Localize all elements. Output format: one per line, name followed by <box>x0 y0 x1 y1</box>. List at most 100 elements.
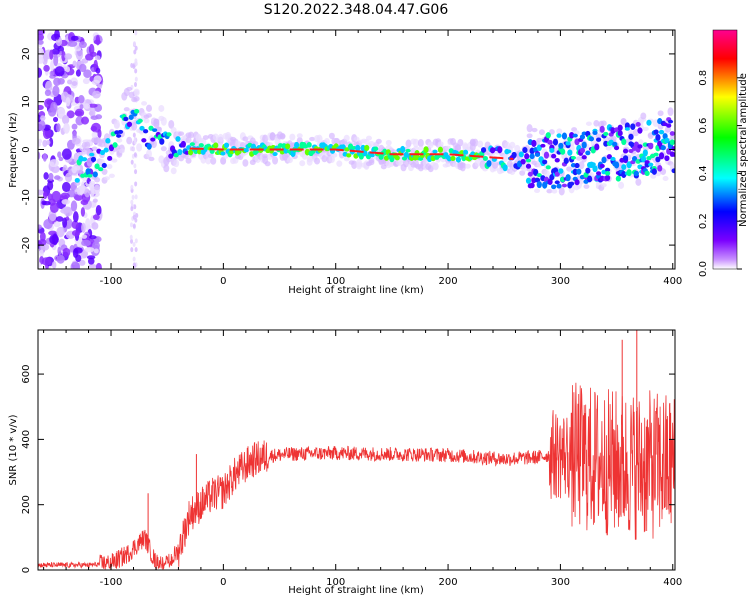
spectrogram-halo-blob <box>343 134 350 142</box>
spectrogram-ridge-cell <box>177 148 183 156</box>
spectrogram-halo-blob <box>576 156 583 161</box>
spectrogram-ridge-cell <box>671 146 675 151</box>
spectrogram-ridge-cell <box>542 159 548 165</box>
spectrogram-halo-blob <box>534 188 541 194</box>
spectrogram-halo-blob <box>585 121 592 126</box>
spectrogram-noise-blob <box>57 77 65 85</box>
spectrogram-halo-blob <box>113 122 120 130</box>
spectrogram-halo-blob <box>173 159 180 168</box>
spectrogram-ridge-cell <box>85 168 91 176</box>
spectrogram-noise-blob <box>74 110 83 116</box>
spectrogram-halo-blob <box>385 139 392 146</box>
spectrogram-ridge-cell <box>624 127 630 131</box>
spectrogram-halo-blob <box>457 138 464 147</box>
spectrogram-x-tick-label: 200 <box>439 276 458 287</box>
spectrogram-ridge-cell <box>310 150 316 155</box>
spectrogram-noise-blob <box>129 222 133 228</box>
spectrogram-noise-blob <box>61 114 70 125</box>
spectrogram-noise-blob <box>57 151 62 159</box>
spectrogram-ridge-cell <box>646 156 652 161</box>
spectrogram-noise-blob <box>42 54 48 66</box>
spectrogram-ridge-cell <box>599 163 605 169</box>
spectrogram-noise-blob <box>67 79 73 85</box>
spectrogram-halo-blob <box>242 136 249 142</box>
spectrogram-halo-blob <box>207 153 214 159</box>
spectrogram-noise-blob <box>39 249 44 257</box>
spectrogram-ridge-cell <box>105 138 111 144</box>
spectrogram-halo-blob <box>296 133 303 139</box>
spectrogram-halo-blob <box>635 178 642 186</box>
colorbar-tick-label: 0.4 <box>698 165 709 181</box>
colorbar-tick-label: 0.8 <box>698 70 709 86</box>
spectrogram-ridge-cell <box>423 146 429 153</box>
spectrogram-ridge-cell <box>563 157 569 164</box>
spectrogram-ridge-cell <box>666 123 672 128</box>
spectrogram-halo-blob <box>578 161 585 170</box>
spectrogram-halo-blob <box>365 135 372 141</box>
colorbar-tick-label: 0.2 <box>698 213 709 229</box>
spectrogram-noise-blob <box>92 198 98 203</box>
spectrogram-noise-blob <box>134 45 138 51</box>
spectrogram-ridge-cell <box>518 151 524 158</box>
spectrogram-ridge-cell <box>525 158 532 163</box>
spectrogram-ridge-cell <box>543 151 550 159</box>
spectrogram-ridge-cell <box>432 149 438 154</box>
spectrogram-halo-blob <box>566 166 573 172</box>
spectrogram-halo-blob <box>269 132 276 141</box>
spectrogram-noise-blob <box>71 137 81 145</box>
spectrogram-noise-blob <box>88 235 97 240</box>
spectrogram-ridge-cell <box>400 145 406 154</box>
spectrogram-noise-blob <box>62 247 71 257</box>
spectrogram-noise-blob <box>75 69 81 77</box>
spectrogram-noise-blob <box>134 58 138 64</box>
spectrogram-noise-blob <box>131 194 135 200</box>
spectrogram-halo-blob <box>299 160 306 167</box>
spectrogram-noise-blob <box>132 132 136 138</box>
spectrogram-ridge-cell <box>450 155 456 161</box>
spectrogram-ridge-cell <box>642 149 648 157</box>
spectrogram-halo-blob <box>531 127 538 133</box>
spectrogram-halo-blob <box>145 104 152 113</box>
spectrogram-noise-blob <box>65 66 71 73</box>
spectrogram-ridge-cell <box>561 132 568 140</box>
spectrogram-ridge-cell <box>653 152 659 157</box>
spectrogram-halo-blob <box>220 156 227 165</box>
spectrogram-noise-blob <box>53 221 61 228</box>
spectrogram-ridge-cell <box>159 138 165 145</box>
spectrogram-noise-blob <box>129 234 133 240</box>
spectrogram-ridge-cell <box>588 136 595 142</box>
spectrogram-ridge-cell <box>527 171 533 177</box>
spectrogram-noise-blob <box>75 254 82 262</box>
spectrogram-halo-blob <box>160 116 167 126</box>
spectrogram-ridge-cell <box>223 142 230 149</box>
snr-y-tick-label: 400 <box>21 430 32 449</box>
spectrogram-halo-blob <box>217 133 224 143</box>
spectrogram-ridge-cell <box>89 152 95 157</box>
spectrogram-noise-blob <box>38 261 42 269</box>
spectrogram-halo-blob <box>546 188 553 194</box>
spectrogram-noise-blob <box>38 238 47 246</box>
spectrogram-halo-blob <box>155 126 162 134</box>
spectrogram-x-axis: -100 0 100 200 300 400 <box>43 30 682 287</box>
spectrogram-halo-blob <box>106 164 113 170</box>
spectrogram-ridge-cell <box>529 182 535 189</box>
spectrogram-halo-blob <box>336 160 343 167</box>
spectrogram-ridge-cell <box>631 156 638 162</box>
spectrogram-noise-blob <box>133 152 137 158</box>
spectrogram-halo-blob <box>509 141 516 149</box>
spectrogram-noise-blob <box>38 104 44 111</box>
spectrogram-noise-blob <box>42 191 48 200</box>
spectrogram-ridge-cell <box>522 146 528 154</box>
spectrogram-ridge-cell <box>667 119 674 124</box>
spectrogram-noise-blob <box>79 104 84 110</box>
spectrogram-halo-blob <box>375 138 382 144</box>
spectrogram-noise-blob <box>130 184 134 190</box>
spectrogram-ridge-cell <box>344 147 350 152</box>
spectrogram-ridge-cell <box>134 108 140 114</box>
spectrogram-noise-blob <box>62 217 68 228</box>
spectrogram-halo-blob <box>158 105 165 112</box>
spectrogram-ridge-cell <box>554 180 560 185</box>
spectrogram-ridge-cell <box>551 153 557 159</box>
spectrogram-halo-blob <box>188 131 195 139</box>
spectrogram-halo-blob <box>94 184 101 191</box>
